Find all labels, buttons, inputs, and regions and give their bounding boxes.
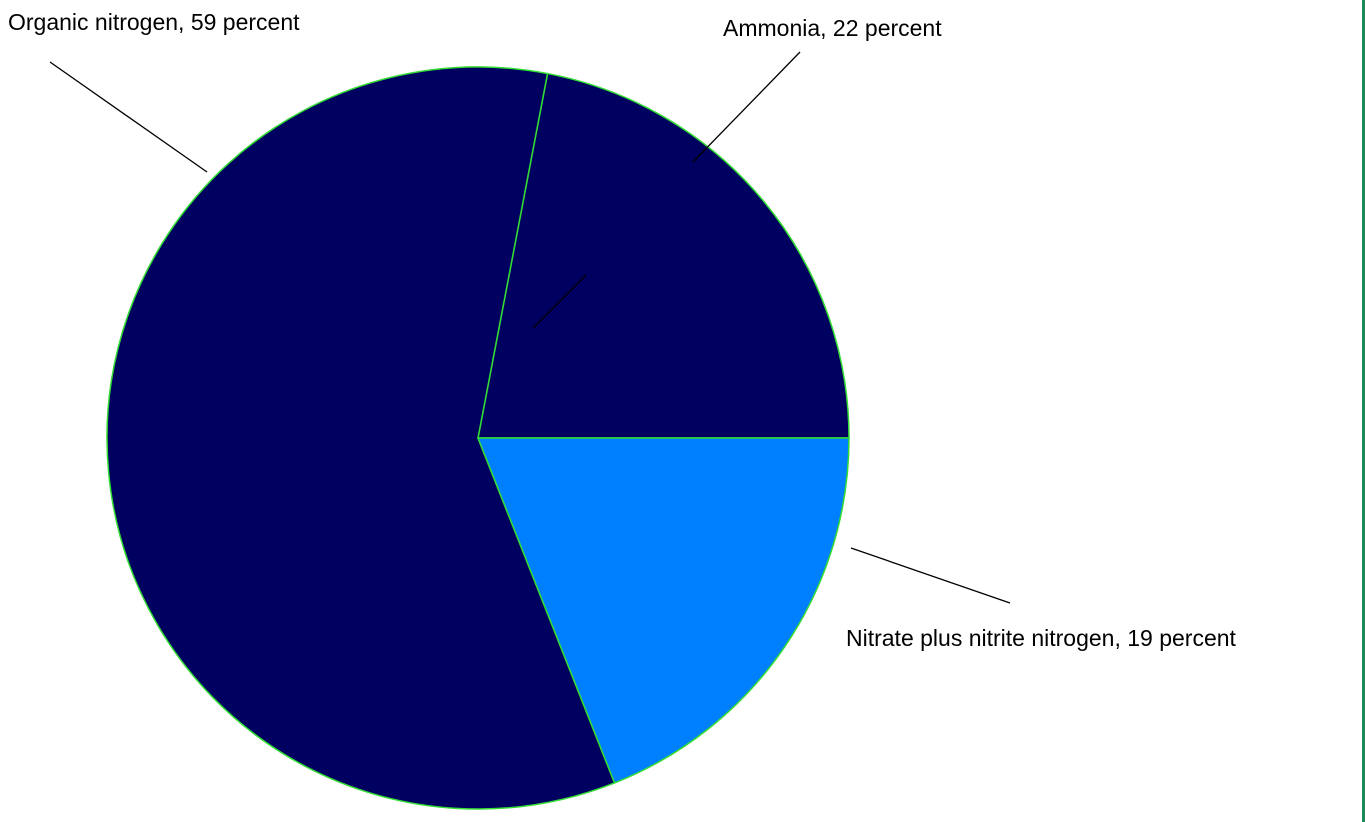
- leader-line-organic: [49, 61, 208, 173]
- slice-labels: Organic nitrogen, 59 percent Ammonia, 22…: [8, 9, 1237, 651]
- right-edge-bar: [1362, 0, 1365, 822]
- leader-line-nitrate: [850, 547, 1011, 604]
- slice-ammonia: [477, 72, 850, 439]
- pie-slices: [106, 66, 850, 810]
- slice-label-ammonia: Ammonia, 22 percent: [723, 15, 942, 41]
- leader-lines: [49, 51, 1011, 604]
- slice-nitrate-nitrite: [476, 437, 850, 784]
- slice-label-organic: Organic nitrogen, 59 percent: [8, 9, 300, 35]
- leader-line-ammonia-inner: [532, 274, 587, 329]
- slice-organic-nitrogen: [106, 66, 616, 810]
- leader-line-ammonia: [692, 51, 801, 163]
- slice-label-nitrate: Nitrate plus nitrite nitrogen, 19 percen…: [846, 625, 1237, 651]
